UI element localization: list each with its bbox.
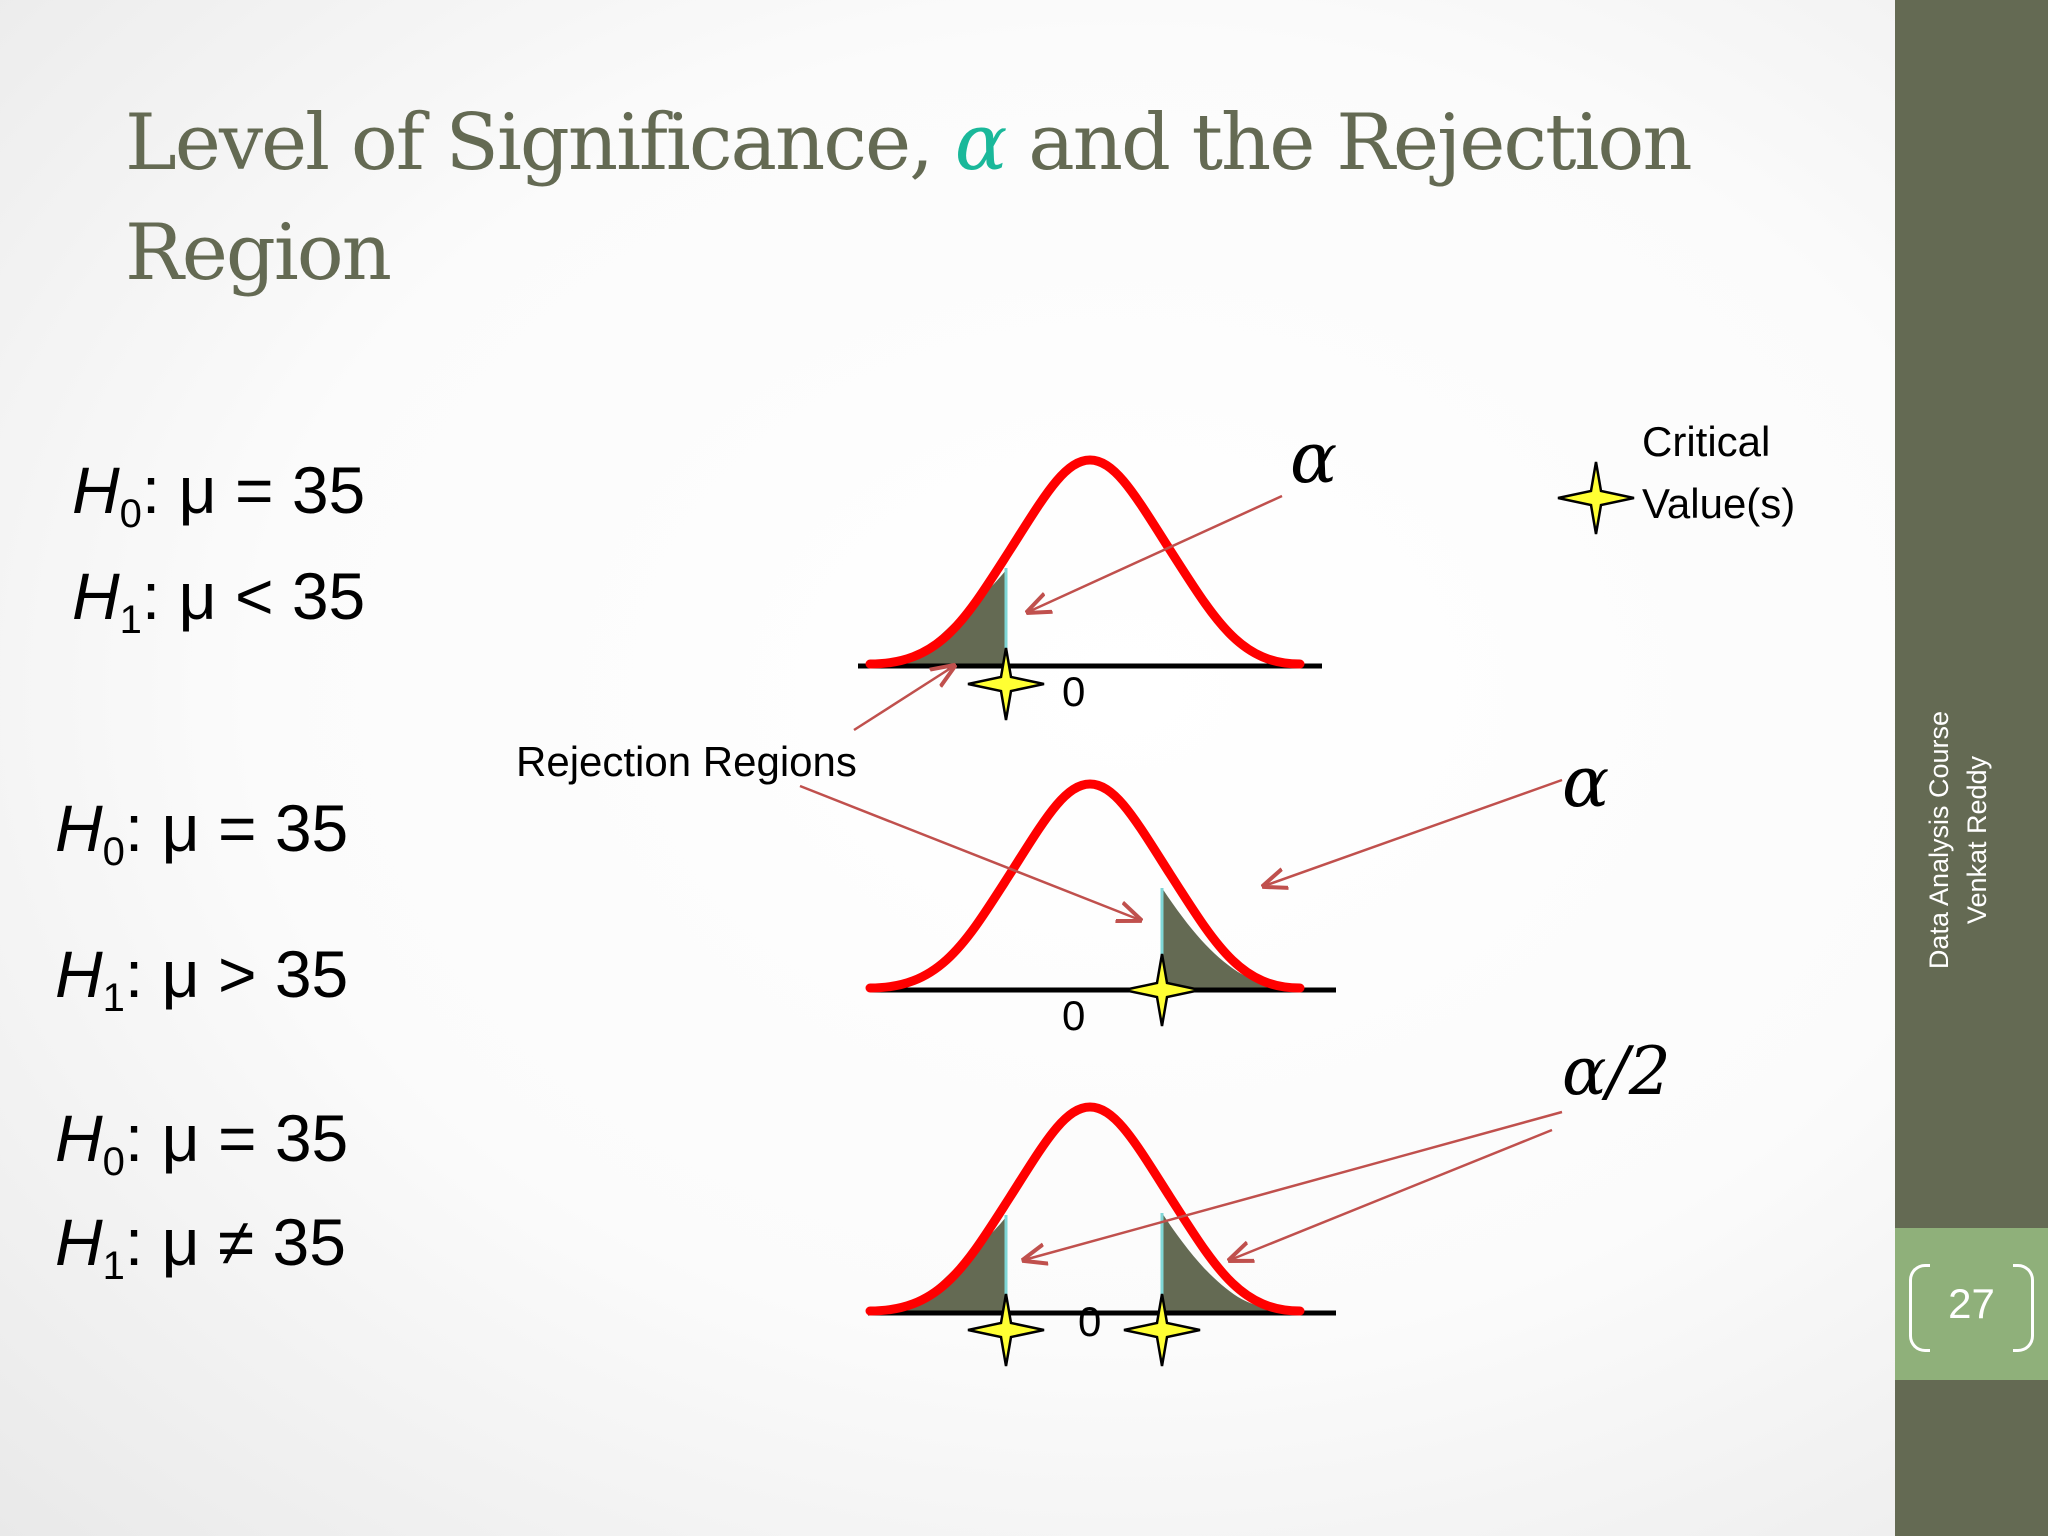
- author-name: Venkat Reddy: [1962, 755, 1992, 925]
- alpha-label-1: α: [1290, 417, 1337, 499]
- normal-curve-3: [865, 1102, 1305, 1316]
- course-name: Data Analysis Course: [1924, 710, 1954, 970]
- rejection-regions-label: Rejection Regions: [516, 738, 857, 785]
- bracket-left-icon: [1909, 1264, 1930, 1352]
- title-text-1: Level of Significance,: [125, 98, 955, 188]
- arrow-rejection-2: [799, 784, 1140, 920]
- critical-value-star-3b: [1123, 1293, 1201, 1367]
- slide-title: Level of Significance, α and the Rejecti…: [125, 88, 1845, 308]
- rejection-region-two-right: [1162, 1213, 1300, 1313]
- legend-critical-label: Critical: [1642, 418, 1770, 465]
- alpha-half-label: α/2: [1562, 1033, 1671, 1110]
- critical-value-star-2: [1123, 953, 1201, 1027]
- rejection-region-right: [1162, 888, 1300, 990]
- hypothesis-3-alt: H1: μ ≠ 35: [55, 1205, 346, 1288]
- normal-curve-1: [865, 455, 1305, 669]
- title-text-2: and the Rejection Region: [125, 98, 1693, 298]
- alpha-label-2: α: [1562, 741, 1609, 823]
- rejection-region-left: [870, 570, 1006, 666]
- critical-value-star-1: [967, 647, 1045, 721]
- zero-label-2: 0: [1062, 992, 1085, 1039]
- sidebar-footer-text: Data Analysis Course Venkat Reddy: [1920, 695, 1996, 985]
- hypothesis-1-null: H0: μ = 35: [72, 453, 366, 536]
- curve-left-tailed: [858, 455, 1322, 721]
- critical-value-star-3a: [967, 1293, 1045, 1367]
- zero-label-1: 0: [1062, 668, 1085, 715]
- hypothesis-2-alt: H1: μ > 35: [55, 937, 349, 1020]
- curve-two-tailed: [865, 1102, 1336, 1367]
- hypothesis-2-null: H0: μ = 35: [55, 791, 349, 874]
- bracket-right-icon: [2013, 1264, 2034, 1352]
- legend-value-label: Value(s): [1642, 480, 1795, 527]
- legend-star-icon: [1557, 461, 1635, 535]
- hypothesis-3-null: H0: μ = 35: [55, 1101, 349, 1184]
- zero-label-3: 0: [1078, 1298, 1101, 1345]
- hypothesis-1-alt: H1: μ < 35: [72, 559, 366, 642]
- curve-right-tailed: [865, 779, 1336, 1027]
- page-number: 27: [1948, 1280, 1995, 1327]
- arrow-rejection-1: [853, 666, 954, 732]
- normal-curve-2: [865, 779, 1305, 993]
- page-number-box: 27: [1895, 1228, 2048, 1380]
- arrow-alpha-half-right: [1230, 1128, 1553, 1260]
- rejection-region-two-left: [870, 1217, 1006, 1313]
- arrow-alpha-2: [1264, 778, 1563, 886]
- title-alpha-symbol: α: [954, 98, 1008, 188]
- arrow-alpha-1: [1028, 494, 1283, 612]
- arrow-alpha-half-left: [1024, 1110, 1563, 1260]
